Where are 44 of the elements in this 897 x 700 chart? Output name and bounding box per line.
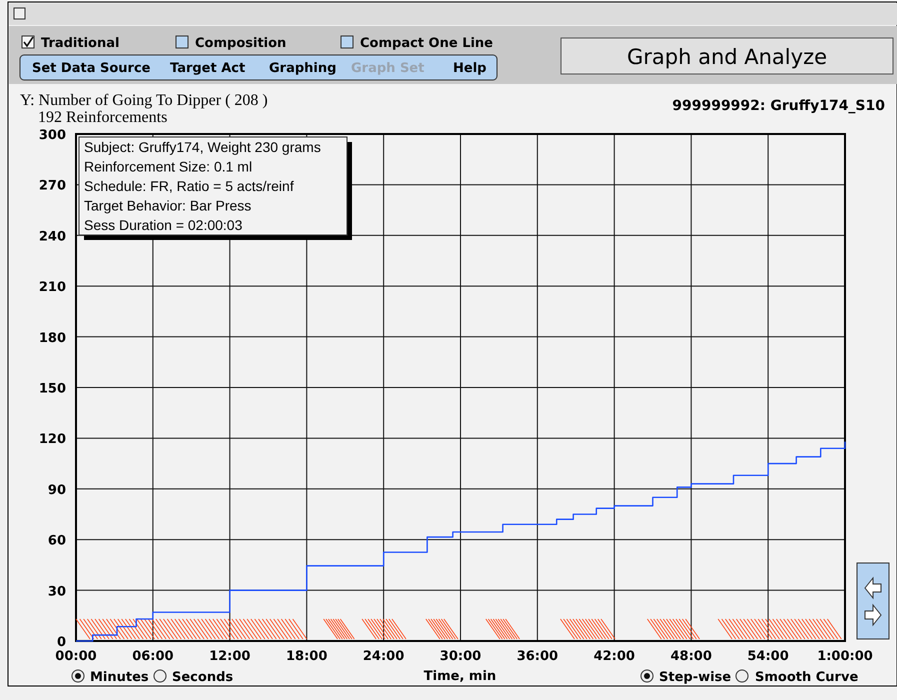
- text: Help: [453, 61, 486, 76]
- annotation: Sess Duration = 02:00:03: [84, 217, 243, 233]
- x-tick-label: 48:00: [670, 649, 712, 664]
- x-tick-label: 30:00: [440, 649, 482, 664]
- text: Set Data Source: [32, 61, 151, 76]
- x-tick-label: 42:00: [594, 649, 635, 664]
- text: Composition: [195, 36, 286, 51]
- y-tick-label: 180: [38, 330, 66, 346]
- x-tick-label: 1:00:00: [817, 649, 873, 664]
- x-tick-label: 36:00: [516, 649, 558, 664]
- text: Graphing: [269, 61, 336, 76]
- text: Seconds: [172, 670, 234, 685]
- text: Compact One Line: [360, 36, 494, 51]
- text: Graph and Analyze: [626, 45, 828, 69]
- x-axis-title: Time, min: [424, 669, 496, 684]
- text: 999999992: Gruffy174_S10: [672, 98, 886, 114]
- annotation: Schedule: FR, Ratio = 5 acts/reinf: [84, 178, 294, 194]
- text: Smooth Curve: [755, 670, 858, 685]
- y-tick-label: 300: [38, 128, 66, 143]
- text: Target Act: [170, 61, 246, 76]
- y-tick-label: 60: [48, 534, 66, 549]
- y-tick-label: 0: [56, 635, 66, 650]
- x-tick-label: 54:00: [747, 649, 789, 664]
- y-tick-label: 150: [38, 382, 66, 396]
- x-tick-label: 18:00: [286, 649, 328, 664]
- text: Graph Set: [351, 61, 424, 76]
- annotation: Subject: Gruffy174, Weight 230 grams: [84, 139, 321, 155]
- x-tick-label: 24:00: [362, 649, 404, 664]
- y-tick-label: 240: [38, 229, 66, 244]
- y-tick-label: 90: [48, 482, 66, 498]
- text: Traditional: [41, 36, 120, 51]
- y-tick-label: 270: [38, 178, 66, 194]
- text: Minutes: [90, 670, 149, 685]
- y-tick-label: 30: [48, 584, 66, 600]
- y-axis-title: Y: Number of Going To Dipper ( 208 ): [20, 92, 268, 109]
- chart-subtitle: 192 Reinforcements: [38, 109, 168, 126]
- x-tick-label: 12:00: [209, 649, 250, 664]
- y-tick-label: 120: [38, 432, 66, 448]
- x-tick-label: 06:00: [132, 649, 174, 664]
- annotation: Reinforcement Size: 0.1 ml: [84, 158, 252, 174]
- x-tick-label: 00:00: [55, 649, 97, 664]
- y-tick-label: 210: [38, 280, 66, 296]
- text: Step-wise: [659, 670, 732, 685]
- annotation: Target Behavior: Bar Press: [84, 198, 252, 214]
